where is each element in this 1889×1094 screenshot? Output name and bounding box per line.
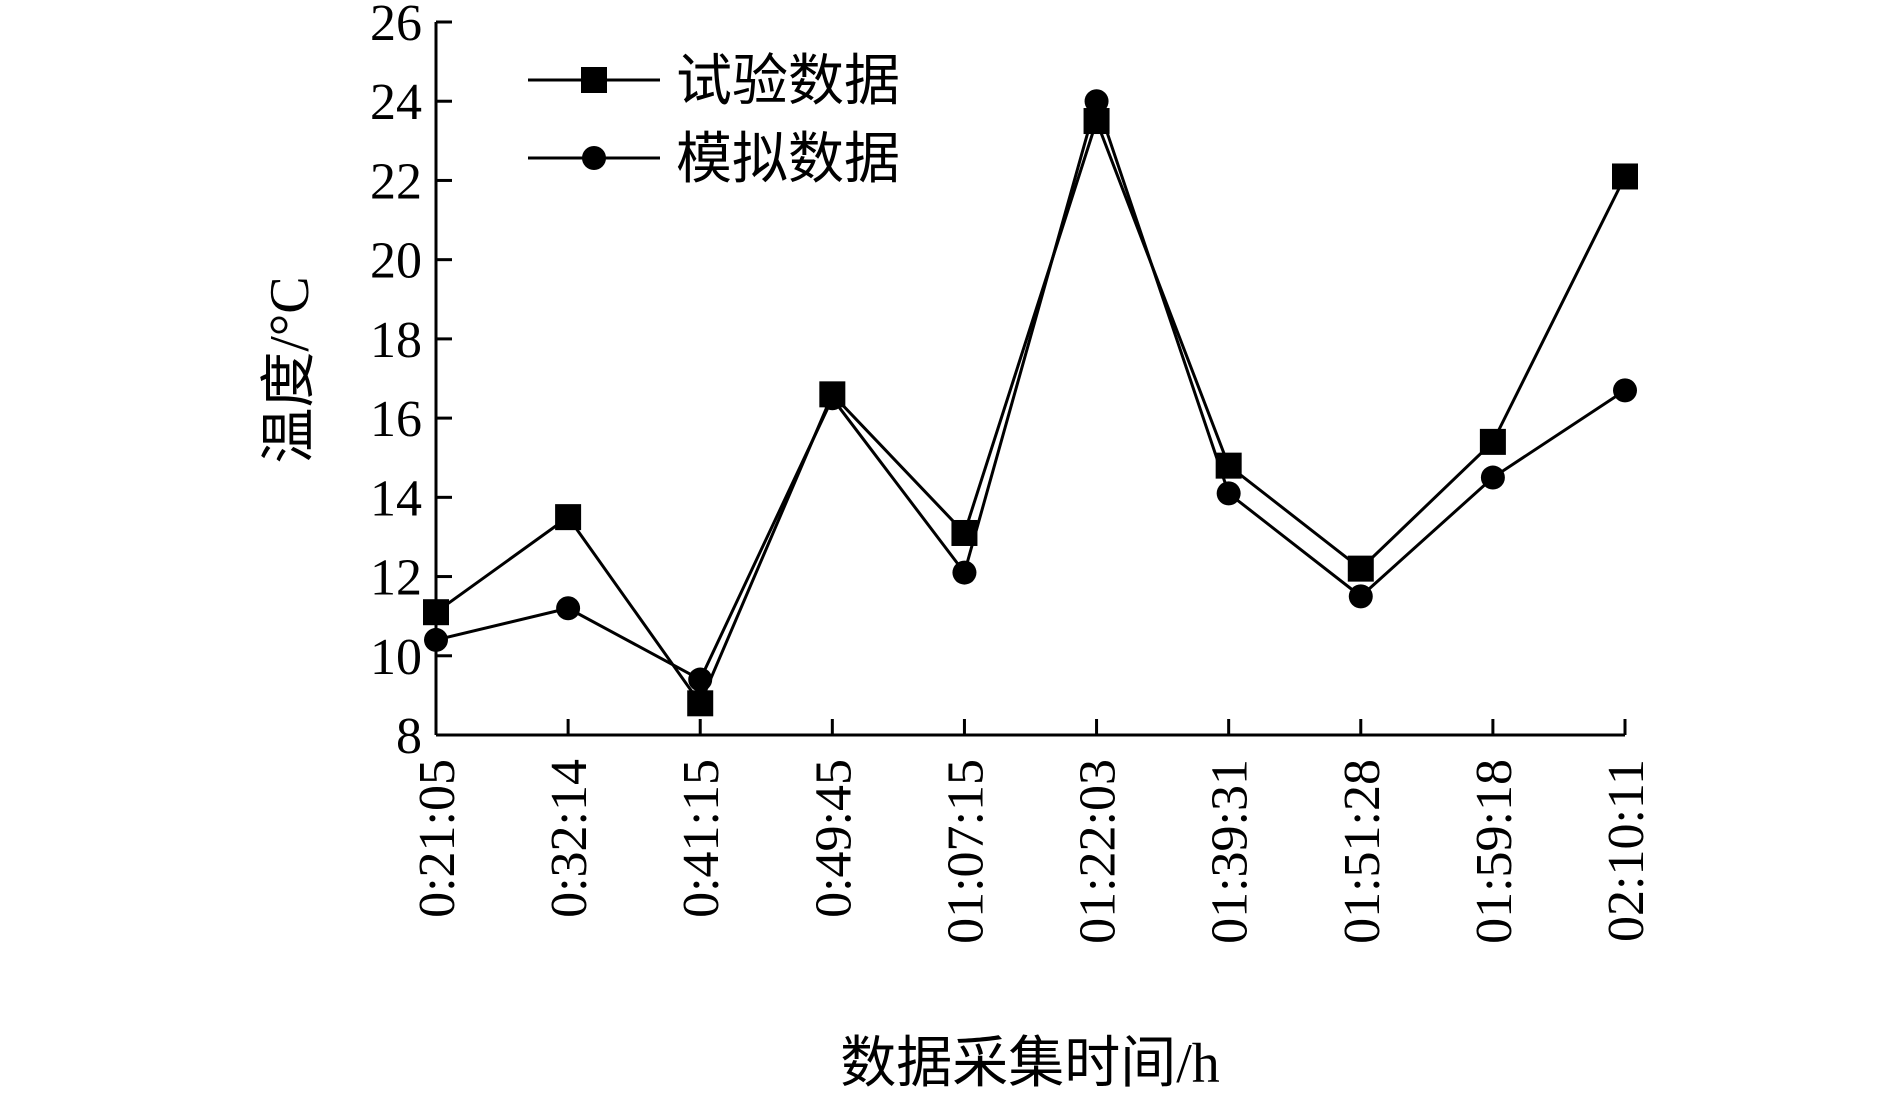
- x-tick-label: 0:41:15: [673, 759, 730, 918]
- legend-label-series-2: 模拟数据: [676, 129, 900, 191]
- y-ticks: 8 10 12 14 16 18 20 22 24 26: [370, 0, 452, 765]
- x-axis-title: 数据采集时间/h: [840, 1033, 1220, 1094]
- x-tick-label: 01:39:31: [1202, 759, 1259, 944]
- y-tick-label: 16: [370, 391, 422, 448]
- x-tick-label: 0:49:45: [805, 759, 862, 918]
- legend-label-series-1: 试验数据: [676, 51, 900, 113]
- y-tick-label: 20: [370, 233, 422, 290]
- x-tick-label: 0:21:05: [409, 759, 466, 918]
- data-point-series-2: [556, 596, 581, 621]
- y-axis-title: 温度/°C: [259, 276, 321, 463]
- x-ticks: 0:21:05 0:32:14 0:41:15 0:49:45 01:07:15 01:2…: [409, 719, 1655, 944]
- y-tick-label: 14: [370, 470, 422, 527]
- data-point-series-2: [1216, 481, 1241, 506]
- data-point-series-2: [1613, 378, 1637, 403]
- data-point-series-2: [688, 667, 713, 692]
- x-tick-label: 01:59:18: [1466, 759, 1523, 944]
- y-tick-label: 26: [370, 0, 422, 52]
- x-tick-label: 01:51:28: [1334, 759, 1391, 944]
- y-tick-label: 24: [370, 74, 422, 131]
- x-tick-label: 0:32:14: [541, 759, 598, 918]
- data-point-series-1: [687, 690, 714, 717]
- data-point-series-2: [1084, 89, 1109, 114]
- axes: [434, 22, 1625, 737]
- y-tick-label: 8: [396, 708, 422, 765]
- data-point-series-2: [952, 560, 977, 585]
- data-point-series-2: [820, 386, 845, 411]
- data-point-series-2: [1480, 465, 1505, 490]
- y-tick-label: 10: [370, 629, 422, 686]
- data-point-series-2: [1348, 584, 1373, 609]
- series-line-2: [435, 96, 1626, 682]
- data-point-series-1: [1612, 163, 1638, 190]
- x-tick-label: 01:07:15: [937, 759, 994, 944]
- x-tick-label: 01:22:03: [1070, 759, 1127, 944]
- data-point-series-1: [1347, 555, 1374, 582]
- legend-marker-series-1: [581, 67, 607, 93]
- legend-marker-series-2: [582, 146, 606, 170]
- data-point-series-1: [1479, 428, 1506, 455]
- y-tick-label: 12: [370, 550, 422, 607]
- y-tick-label: 22: [370, 153, 422, 210]
- series-line-1: [435, 116, 1627, 707]
- x-tick-label: 02:10:11: [1598, 759, 1655, 942]
- series-layer: [423, 89, 1638, 717]
- legend: 试验数据 模拟数据: [528, 51, 900, 191]
- y-tick-label: 18: [370, 312, 422, 369]
- data-point-series-1: [423, 599, 449, 626]
- data-point-series-1: [555, 504, 582, 531]
- data-point-series-2: [424, 627, 448, 652]
